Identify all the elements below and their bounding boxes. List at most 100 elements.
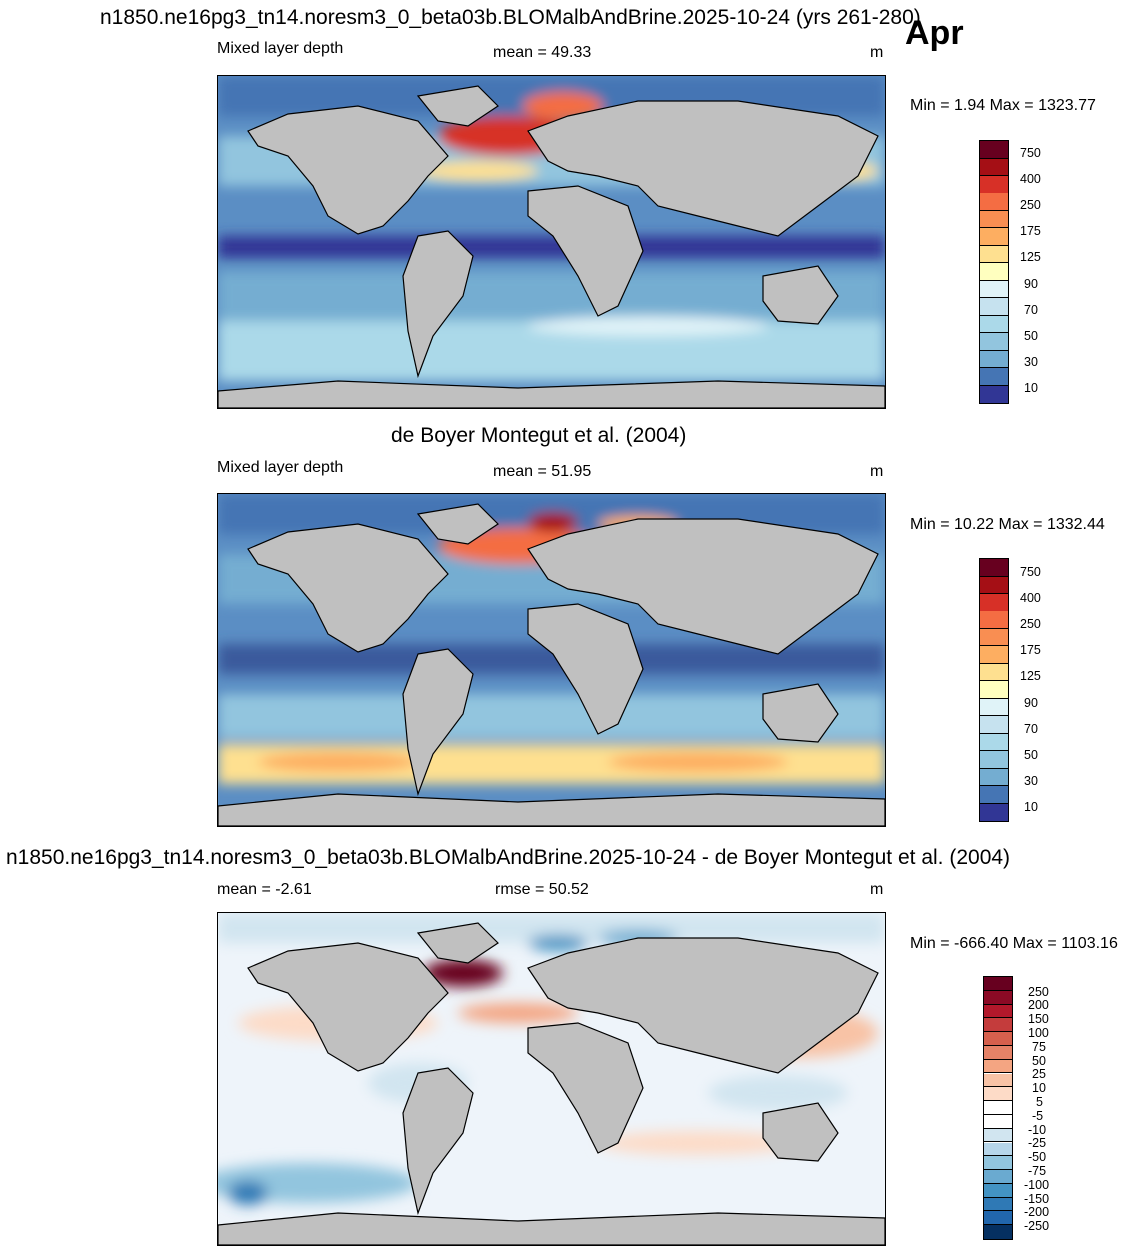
colorbar-swatch: [980, 751, 1008, 769]
month-label: Apr: [905, 14, 964, 52]
colorbar-tick-label: 150: [1028, 1012, 1049, 1026]
panel1-title: n1850.ne16pg3_tn14.noresm3_0_beta03b.BLO…: [100, 6, 921, 29]
colorbar-swatch: [984, 1225, 1012, 1239]
colorbar-swatch: [980, 193, 1008, 211]
colorbar-tick-label: 175: [1020, 643, 1041, 657]
panel3-title: n1850.ne16pg3_tn14.noresm3_0_beta03b.BLO…: [6, 846, 1011, 869]
colorbar-swatch: [984, 1059, 1012, 1074]
colorbar-swatch: [980, 594, 1008, 612]
colorbar-tick-label: 25: [1032, 1067, 1046, 1081]
panel3-rmse: rmse = 50.52: [495, 881, 589, 898]
colorbar-swatch: [980, 141, 1008, 159]
colorbar-tick-label: -200: [1024, 1205, 1050, 1219]
colorbar-swatch: [984, 1142, 1012, 1157]
colorbar-swatch: [984, 1183, 1012, 1198]
colorbar-swatch: [984, 1087, 1012, 1102]
colorbar-tick-label: 50: [1032, 1054, 1046, 1068]
colorbar-tick-label: 400: [1020, 172, 1041, 186]
colorbar-swatch: [980, 228, 1008, 246]
panel3-map-svg: [218, 913, 885, 1245]
colorbar-swatch: [984, 1018, 1012, 1033]
colorbar-tick-label: 5: [1036, 1095, 1043, 1109]
panel3-map: [217, 912, 886, 1246]
colorbar-swatch: [984, 1045, 1012, 1060]
colorbar-swatch: [980, 716, 1008, 734]
colorbar-tick-label: 75: [1032, 1040, 1046, 1054]
colorbar-swatch: [984, 990, 1012, 1005]
colorbar-tick-label: 125: [1020, 669, 1041, 683]
panel1-map-svg: [218, 76, 885, 408]
colorbar-swatch: [984, 1073, 1012, 1088]
colorbar-swatch: [980, 298, 1008, 316]
colorbar-swatch: [980, 698, 1008, 717]
colorbar-swatch: [980, 158, 1008, 176]
colorbar-swatch: [984, 1032, 1012, 1046]
colorbar-swatch: [980, 646, 1008, 664]
panel2-map: [217, 493, 886, 827]
colorbar-swatch: [984, 977, 1012, 991]
panel1-map: [217, 75, 886, 409]
colorbar-tick-label: -5: [1032, 1109, 1044, 1123]
colorbar-tick-label: -250: [1024, 1219, 1050, 1233]
colorbar-swatch: [980, 803, 1008, 821]
colorbar-swatch: [980, 768, 1008, 787]
colorbar-swatch: [980, 280, 1008, 299]
colorbar-tick-label: -150: [1024, 1192, 1050, 1206]
panel1-minmax: Min = 1.94 Max = 1323.77: [910, 97, 1096, 114]
colorbar-swatch: [984, 1114, 1012, 1129]
colorbar-tick-label: 175: [1020, 224, 1041, 238]
colorbar-tick-label: 250: [1028, 985, 1049, 999]
colorbar-tick-label: 250: [1020, 617, 1041, 631]
colorbar-swatch: [980, 786, 1008, 804]
colorbar-swatch: [980, 210, 1008, 229]
panel1-mean: mean = 49.33: [493, 44, 592, 61]
colorbar-swatch: [984, 1197, 1012, 1212]
colorbar-tick-label: -10: [1028, 1123, 1047, 1137]
panel2-mean: mean = 51.95: [493, 463, 592, 480]
colorbar-swatch: [980, 663, 1008, 682]
colorbar-tick-label: 70: [1024, 722, 1038, 736]
colorbar-tick-label: 10: [1024, 800, 1038, 814]
colorbar-swatch: [980, 350, 1008, 369]
panel3-minmax: Min = -666.40 Max = 1103.16: [910, 935, 1118, 952]
colorbar-swatch: [980, 628, 1008, 647]
panel3-units: m: [870, 881, 884, 898]
colorbar-tick-label: 90: [1024, 277, 1038, 291]
colorbar-tick-label: 90: [1024, 696, 1038, 710]
panel3-mean: mean = -2.61: [217, 881, 312, 898]
colorbar-swatch: [980, 611, 1008, 629]
colorbar-swatch: [980, 681, 1008, 699]
colorbar-tick-label: 750: [1020, 565, 1041, 579]
colorbar-swatch: [980, 315, 1008, 334]
colorbar-swatch: [984, 1170, 1012, 1184]
colorbar-tick-label: 125: [1020, 250, 1041, 264]
colorbar-swatch: [980, 385, 1008, 403]
colorbar-swatch: [984, 1211, 1012, 1226]
panel2-variable: Mixed layer depth: [217, 459, 344, 476]
colorbar-tick-label: 750: [1020, 146, 1041, 160]
colorbar-tick-label: 10: [1032, 1081, 1046, 1095]
colorbar-tick-label: 50: [1024, 329, 1038, 343]
panel2-title: de Boyer Montegut et al. (2004): [391, 424, 687, 447]
colorbar-swatch: [980, 333, 1008, 351]
panel1-colorbar: [979, 140, 1009, 404]
colorbar-tick-label: -50: [1028, 1150, 1047, 1164]
colorbar-tick-label: -100: [1024, 1178, 1050, 1192]
colorbar-swatch: [980, 263, 1008, 281]
colorbar-tick-label: 50: [1024, 748, 1038, 762]
colorbar-swatch: [980, 368, 1008, 386]
colorbar-swatch: [980, 733, 1008, 752]
panel2-units: m: [870, 463, 884, 480]
panel1-units: m: [870, 44, 884, 61]
colorbar-swatch: [984, 1156, 1012, 1171]
colorbar-swatch: [984, 1128, 1012, 1143]
colorbar-tick-label: 30: [1024, 355, 1038, 369]
colorbar-swatch: [984, 1004, 1012, 1019]
colorbar-tick-label: 400: [1020, 591, 1041, 605]
colorbar-tick-label: -75: [1028, 1164, 1047, 1178]
panel2-minmax: Min = 10.22 Max = 1332.44: [910, 516, 1105, 533]
colorbar-swatch: [984, 1101, 1012, 1115]
panel3-colorbar: [983, 976, 1013, 1240]
colorbar-swatch: [980, 559, 1008, 577]
colorbar-tick-label: 30: [1024, 774, 1038, 788]
